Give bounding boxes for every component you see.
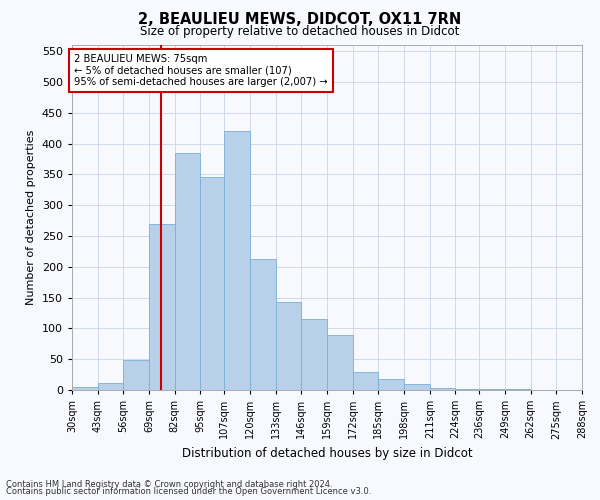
Text: Size of property relative to detached houses in Didcot: Size of property relative to detached ho… xyxy=(140,25,460,38)
Bar xyxy=(175,153,200,390)
Bar xyxy=(149,224,175,390)
Text: Contains HM Land Registry data © Crown copyright and database right 2024.: Contains HM Land Registry data © Crown c… xyxy=(6,480,332,489)
Bar xyxy=(250,260,275,390)
Y-axis label: Number of detached properties: Number of detached properties xyxy=(26,130,36,305)
Text: 2, BEAULIEU MEWS, DIDCOT, OX11 7RN: 2, BEAULIEU MEWS, DIDCOT, OX11 7RN xyxy=(139,12,461,28)
Bar xyxy=(98,382,124,390)
Bar xyxy=(327,334,353,390)
Bar xyxy=(224,131,250,390)
Bar xyxy=(301,319,327,390)
Bar xyxy=(455,389,479,390)
Bar xyxy=(275,302,301,390)
Text: 2 BEAULIEU MEWS: 75sqm
← 5% of detached houses are smaller (107)
95% of semi-det: 2 BEAULIEU MEWS: 75sqm ← 5% of detached … xyxy=(74,54,328,88)
Bar xyxy=(430,388,455,390)
X-axis label: Distribution of detached houses by size in Didcot: Distribution of detached houses by size … xyxy=(182,447,472,460)
Text: Contains public sector information licensed under the Open Government Licence v3: Contains public sector information licen… xyxy=(6,488,371,496)
Bar xyxy=(72,387,98,390)
Bar xyxy=(379,379,404,390)
Bar xyxy=(404,384,430,390)
Bar xyxy=(200,178,224,390)
Bar xyxy=(124,360,149,390)
Bar xyxy=(353,372,379,390)
